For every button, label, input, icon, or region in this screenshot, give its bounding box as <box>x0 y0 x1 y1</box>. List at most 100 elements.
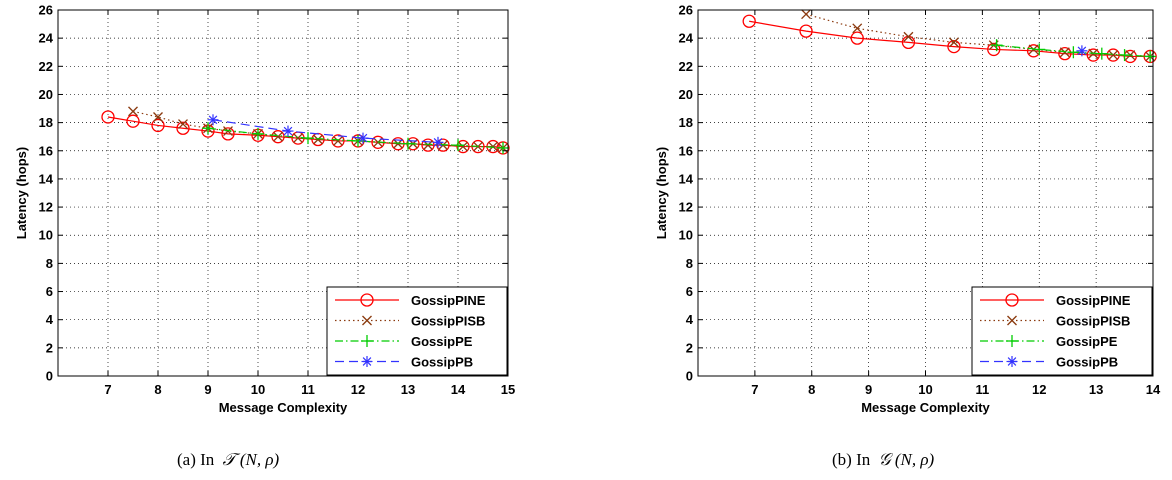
data-point-GossipPE <box>302 132 314 145</box>
data-point-GossipPE <box>202 122 214 135</box>
data-point-GossipPE <box>1118 49 1131 62</box>
y-tick-label: 4 <box>686 312 694 327</box>
y-tick-label: 26 <box>679 3 693 18</box>
series-GossipPE <box>990 39 1157 63</box>
caption-a-prefix: (a) <box>177 450 196 469</box>
x-tick-label: 14 <box>1146 382 1161 397</box>
x-tick-label: 7 <box>751 382 758 397</box>
legend-marker-GossipPINE <box>1005 293 1019 307</box>
x-tick-label: 7 <box>104 382 111 397</box>
data-point-GossipPB <box>432 136 444 148</box>
data-point-GossipPISB <box>333 135 343 146</box>
y-tick-label: 8 <box>686 256 693 271</box>
y-tick-label: 20 <box>679 87 693 102</box>
series-line-GossipPE <box>996 44 1151 58</box>
legend-label: GossipPB <box>411 355 473 370</box>
y-tick-label: 6 <box>686 284 693 299</box>
data-point-GossipPE <box>352 134 364 147</box>
y-tick-label: 16 <box>679 143 693 158</box>
legend-label: GossipPINE <box>411 293 486 308</box>
data-point-GossipPISB <box>313 134 323 145</box>
data-point-GossipPISB <box>903 31 914 42</box>
series-line-GossipPINE <box>749 20 1151 58</box>
x-tick-label: 10 <box>918 382 932 397</box>
y-axis-label: Latency (hops) <box>14 147 29 239</box>
chart-figure-b: 7 8 9 10 11 12 13 14 0 2 4 6 8 10 12 14 16 18 20 22 24 26 Mess… <box>596 0 1172 480</box>
y-tick-label: 18 <box>679 115 693 130</box>
legend-label: GossipPE <box>411 334 473 349</box>
series-line-GossipPINE <box>107 116 504 149</box>
series-line-GossipPISB <box>132 110 504 149</box>
data-point-GossipPINE <box>742 14 756 28</box>
y-tick-label: 14 <box>679 171 694 186</box>
x-tick-label: 13 <box>1089 382 1103 397</box>
x-tick-label: 8 <box>808 382 815 397</box>
data-point-GossipPISB <box>293 133 303 144</box>
data-point-GossipPISB <box>128 106 138 117</box>
legend-label: GossipPISB <box>1056 314 1130 329</box>
chart-b: 7 8 9 10 11 12 13 1402468101214161820222426Mess… <box>654 3 1161 416</box>
y-tick-label: 2 <box>46 340 53 355</box>
series-GossipPB <box>1076 45 1088 57</box>
data-point-GossipPINE <box>221 127 235 141</box>
y-tick-label: 12 <box>679 200 693 215</box>
data-point-GossipPINE <box>987 42 1001 57</box>
x-tick-label: 9 <box>865 382 872 397</box>
caption-a-text: In <box>200 450 215 469</box>
caption-a: (a) In 𝒯 (N, ρ) <box>177 450 279 470</box>
caption-b-text: In <box>856 450 871 469</box>
y-tick-label: 20 <box>39 87 53 102</box>
x-tick-label: 8 <box>154 382 161 397</box>
data-point-GossipPINE <box>799 24 813 38</box>
chart-figure-a: 7 8 9 10 11 12 13 14 15 0 2 4 6 8 10 12 14 16 18 20 22 24 26 Me… <box>0 0 560 480</box>
data-point-GossipPE <box>402 137 414 150</box>
y-tick-label: 10 <box>39 228 53 243</box>
data-point-GossipPE <box>452 139 464 152</box>
data-point-GossipPB <box>357 132 369 144</box>
y-tick-label: 22 <box>679 59 693 74</box>
x-axis-label: Message Complexity <box>219 400 348 415</box>
legend: GossipPINE GossipPISB GossipPE GossipPB <box>971 286 1153 376</box>
data-point-GossipPE <box>1067 46 1080 59</box>
legend-label: GossipPINE <box>1056 293 1131 308</box>
x-tick-label: 9 <box>204 382 211 397</box>
y-tick-label: 6 <box>46 284 53 299</box>
caption-a-math: 𝒯 (N, ρ) <box>222 450 280 469</box>
data-point-GossipPISB <box>1108 50 1119 61</box>
legend-label: GossipPE <box>1056 334 1118 349</box>
y-tick-label: 24 <box>679 31 694 46</box>
data-point-GossipPISB <box>948 37 959 48</box>
x-tick-label: 12 <box>1032 382 1046 397</box>
y-tick-label: 8 <box>46 256 53 271</box>
caption-b: (b) In 𝒢 (N, ρ) <box>832 450 934 470</box>
data-point-GossipPE <box>1144 50 1157 63</box>
data-point-GossipPISB <box>488 141 498 152</box>
series-line-GossipPISB <box>805 13 1151 58</box>
data-point-GossipPINE <box>1058 46 1072 61</box>
data-point-GossipPINE <box>421 138 435 152</box>
x-tick-label: 10 <box>251 382 265 397</box>
data-point-GossipPISB <box>1059 47 1070 58</box>
series-GossipPE <box>202 122 509 154</box>
data-point-GossipPINE <box>126 114 140 128</box>
x-tick-label: 11 <box>301 382 315 397</box>
data-point-GossipPINE <box>101 110 115 124</box>
y-tick-label: 26 <box>39 3 53 18</box>
data-point-GossipPE <box>252 127 264 140</box>
data-point-GossipPB <box>207 114 219 126</box>
y-tick-label: 12 <box>39 200 53 215</box>
x-tick-label: 13 <box>401 382 415 397</box>
legend-marker-GossipPISB <box>1007 315 1017 326</box>
x-tick-label: 12 <box>351 382 365 397</box>
caption-b-prefix: (b) <box>832 450 852 469</box>
legend-label: GossipPB <box>1056 355 1118 370</box>
y-tick-label: 10 <box>679 228 693 243</box>
legend-label: GossipPISB <box>411 314 485 329</box>
data-point-GossipPISB <box>153 112 163 122</box>
data-point-GossipPINE <box>947 39 961 54</box>
legend-marker-GossipPISB <box>362 315 372 326</box>
y-tick-label: 14 <box>39 171 54 186</box>
plot-frame <box>57 9 509 377</box>
data-point-GossipPINE <box>1086 48 1100 62</box>
series-line-GossipPB <box>212 119 439 143</box>
